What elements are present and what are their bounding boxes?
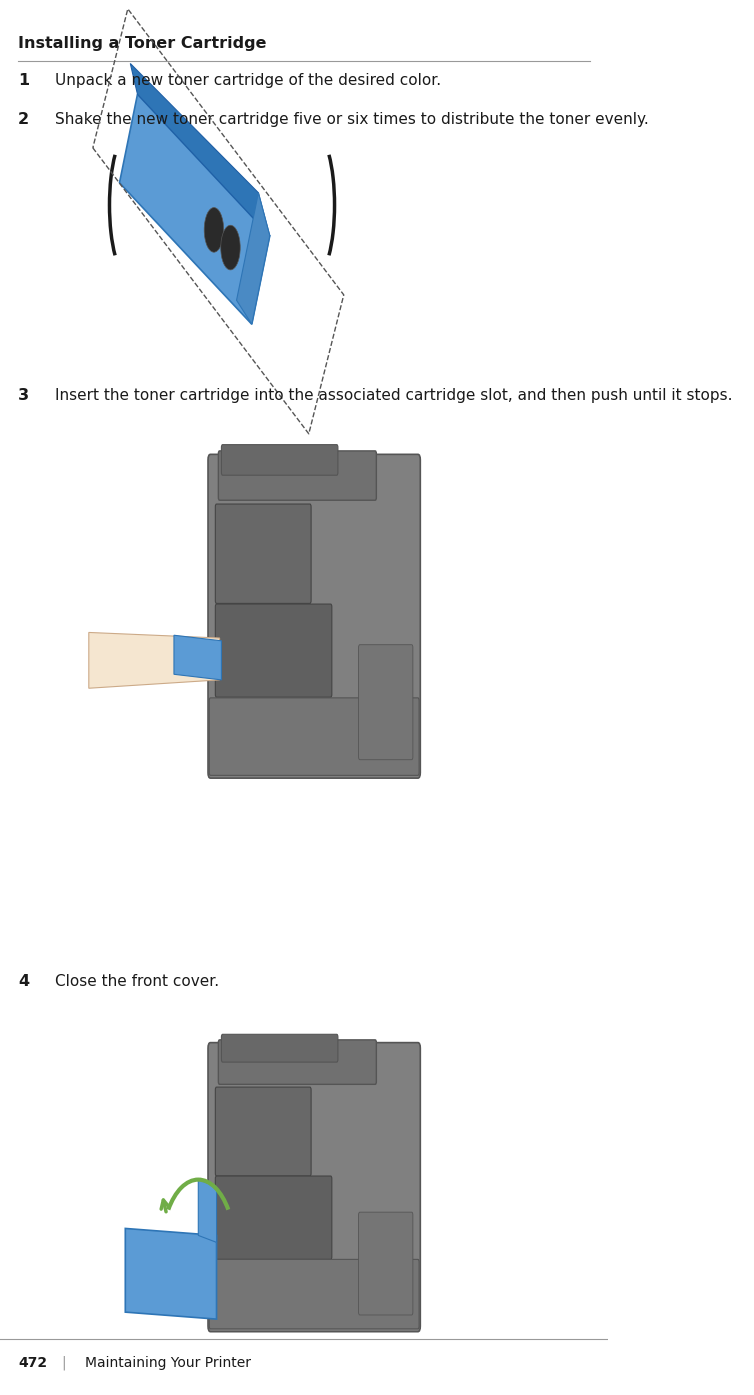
Polygon shape — [174, 635, 222, 679]
Circle shape — [221, 225, 241, 269]
Text: 472: 472 — [18, 1356, 48, 1370]
FancyBboxPatch shape — [222, 445, 338, 476]
FancyBboxPatch shape — [210, 1260, 419, 1329]
Text: Shake the new toner cartridge five or six times to distribute the toner evenly.: Shake the new toner cartridge five or si… — [55, 112, 648, 127]
FancyBboxPatch shape — [216, 504, 311, 604]
Text: 3: 3 — [18, 388, 29, 403]
Text: Maintaining Your Printer: Maintaining Your Printer — [85, 1356, 251, 1370]
FancyBboxPatch shape — [219, 451, 376, 501]
Text: Insert the toner cartridge into the associated cartridge slot, and then push unt: Insert the toner cartridge into the asso… — [55, 388, 732, 403]
FancyBboxPatch shape — [216, 604, 332, 698]
Text: 4: 4 — [18, 974, 29, 989]
Polygon shape — [89, 632, 219, 688]
Polygon shape — [119, 95, 270, 324]
Polygon shape — [198, 1180, 216, 1243]
Polygon shape — [130, 64, 270, 236]
FancyBboxPatch shape — [208, 1042, 420, 1332]
Polygon shape — [237, 193, 270, 324]
Text: Installing a Toner Cartridge: Installing a Toner Cartridge — [18, 36, 267, 52]
Text: Close the front cover.: Close the front cover. — [55, 974, 219, 989]
FancyBboxPatch shape — [222, 1034, 338, 1062]
FancyBboxPatch shape — [359, 1212, 413, 1315]
Text: 1: 1 — [18, 73, 29, 88]
Text: 2: 2 — [18, 112, 29, 127]
Circle shape — [204, 208, 224, 252]
FancyBboxPatch shape — [216, 1176, 332, 1260]
FancyBboxPatch shape — [219, 1039, 376, 1084]
Text: |: | — [61, 1356, 66, 1370]
FancyBboxPatch shape — [208, 455, 420, 778]
Polygon shape — [125, 1229, 216, 1320]
Text: Unpack a new toner cartridge of the desired color.: Unpack a new toner cartridge of the desi… — [55, 73, 441, 88]
FancyBboxPatch shape — [216, 1087, 311, 1176]
FancyBboxPatch shape — [359, 644, 413, 760]
FancyBboxPatch shape — [210, 698, 419, 776]
